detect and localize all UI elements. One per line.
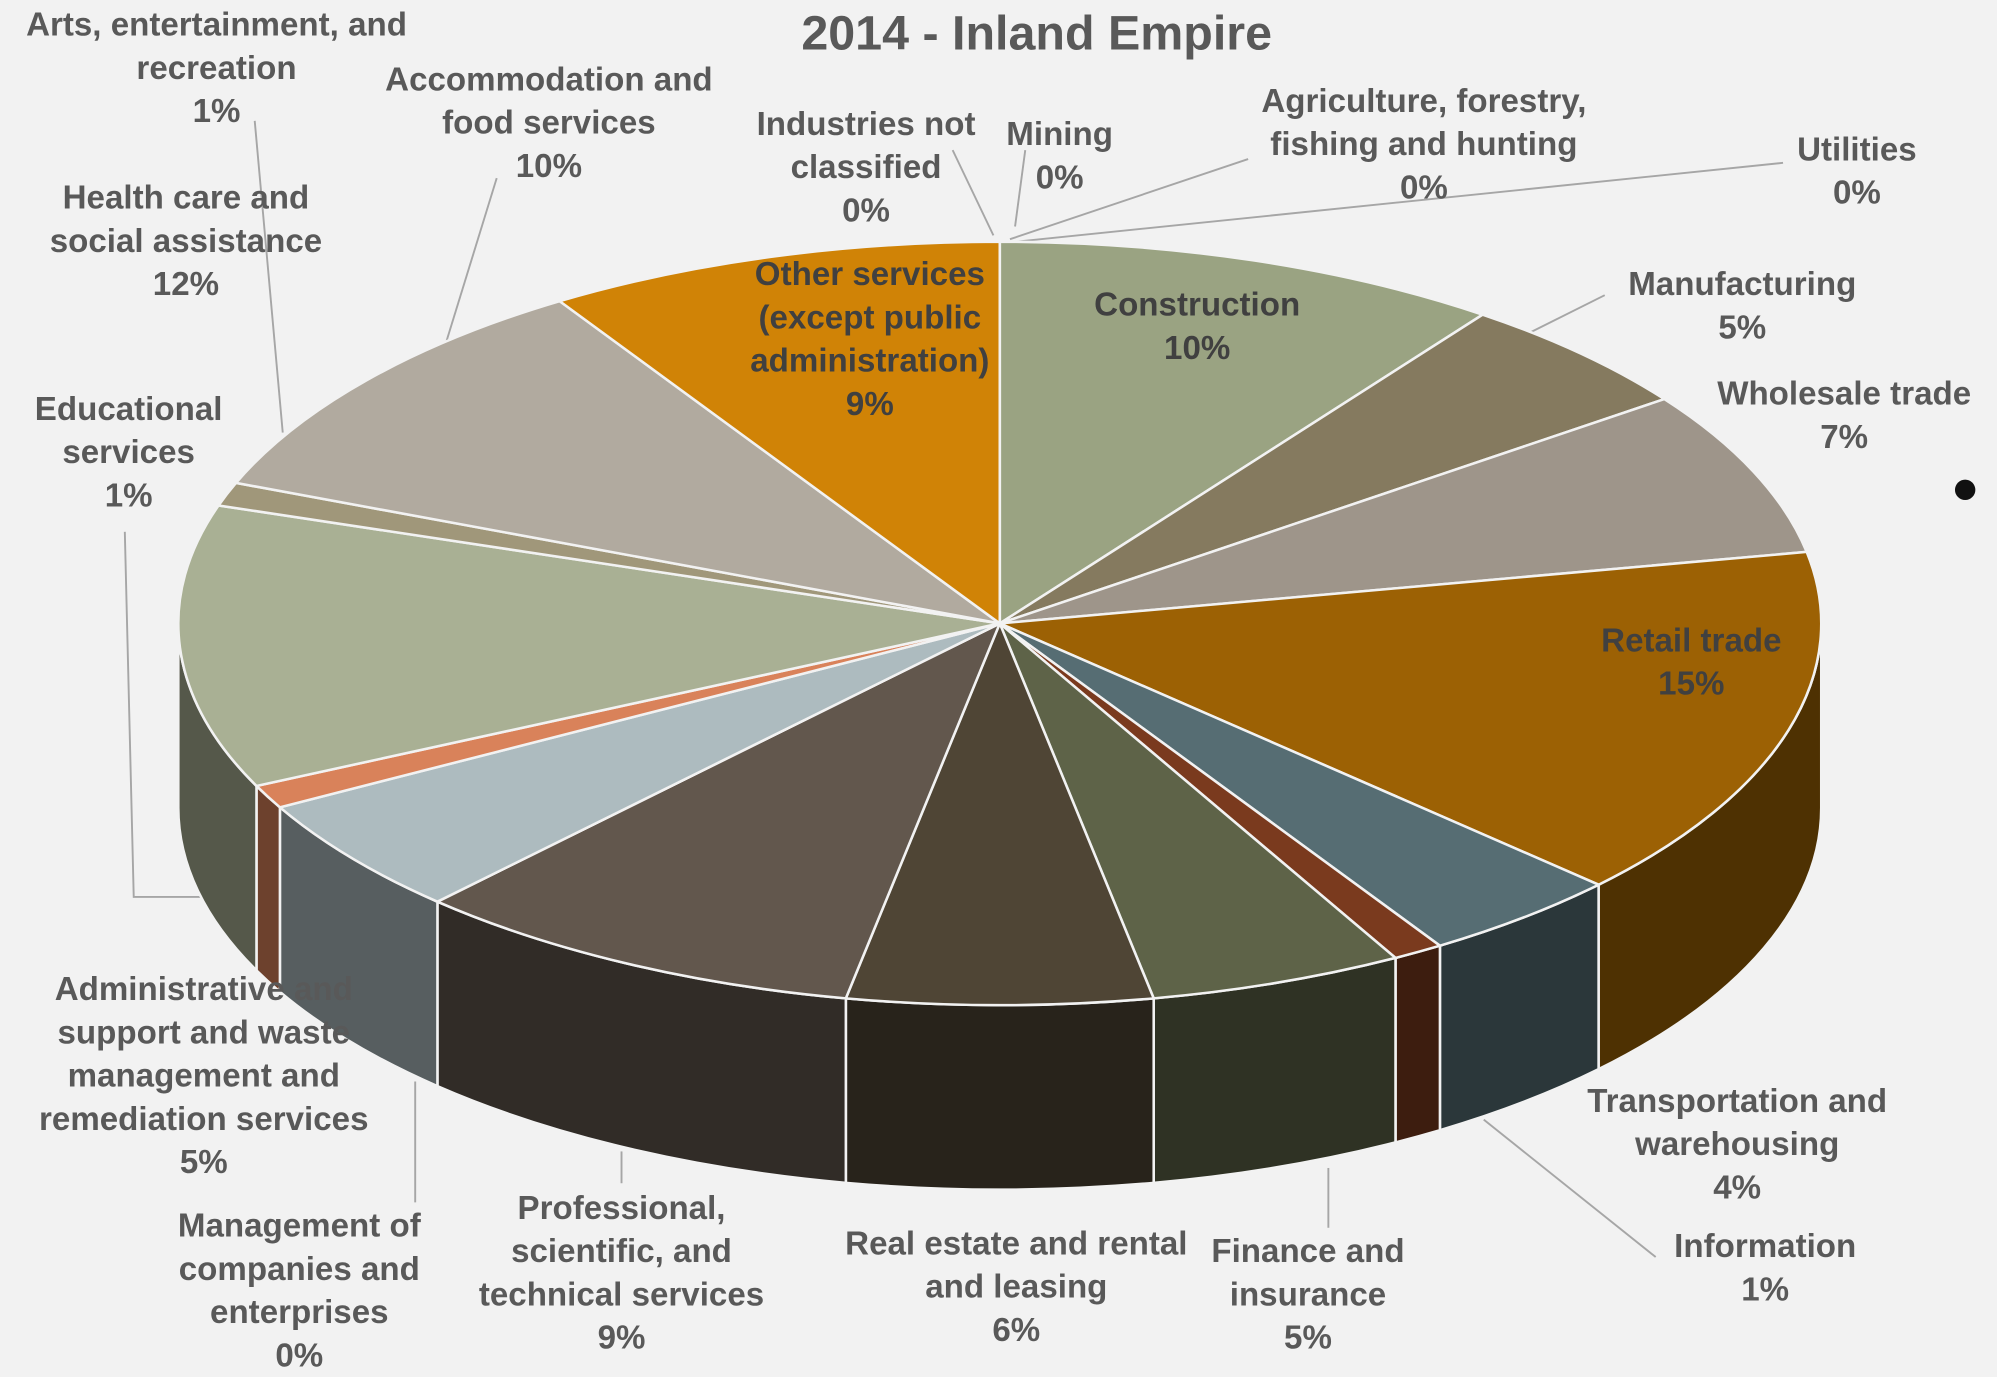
data-label: Utilities 0% bbox=[1768, 127, 1946, 214]
category-name: Management of companies and enterprises bbox=[177, 1206, 421, 1331]
value-label: 5% bbox=[179, 1142, 228, 1181]
category-name: Arts, entertainment, and recreation bbox=[26, 5, 407, 87]
value-label: 0% bbox=[1399, 167, 1448, 207]
value-label: 5% bbox=[1718, 307, 1767, 347]
category-name: Agriculture, forestry, fishing and hunti… bbox=[1261, 81, 1587, 163]
data-label: Management of companies and enterprises 0… bbox=[146, 1204, 452, 1377]
data-label: Finance and insurance 5% bbox=[1181, 1229, 1436, 1359]
category-name: Retail trade bbox=[1601, 620, 1782, 660]
slice bbox=[998, 240, 1486, 626]
leader-line bbox=[1009, 158, 1249, 241]
value-label: 1% bbox=[192, 91, 241, 130]
value-label: 12% bbox=[152, 264, 220, 303]
slice bbox=[556, 240, 1002, 626]
slice bbox=[233, 299, 1001, 625]
slice bbox=[177, 504, 1001, 788]
slice-side bbox=[844, 996, 1155, 1191]
data-label: Administrative and support and waste man… bbox=[6, 967, 401, 1183]
category-name: Health care and social assistance bbox=[49, 178, 323, 260]
slice bbox=[434, 620, 1003, 1000]
value-label: 10% bbox=[1164, 328, 1231, 367]
leader-line bbox=[1483, 1118, 1657, 1258]
slice bbox=[998, 622, 1399, 1000]
data-label: Transportation and warehousing 4% bbox=[1572, 1079, 1903, 1209]
category-name: Manufacturing bbox=[1628, 264, 1857, 303]
value-label: 5% bbox=[1284, 1318, 1332, 1357]
category-name: Information bbox=[1674, 1226, 1857, 1265]
chart-title: 2014 - Inland Empire bbox=[801, 7, 1273, 62]
data-label: Mining 0% bbox=[983, 112, 1136, 199]
category-name: Finance and insurance bbox=[1211, 1231, 1405, 1314]
slice-side bbox=[1394, 943, 1442, 1145]
value-label: 0% bbox=[842, 190, 890, 230]
value-label: 4% bbox=[1713, 1167, 1762, 1207]
data-label: Health care and social assistance 12% bbox=[33, 176, 339, 306]
category-name: Mining bbox=[1006, 114, 1113, 153]
value-label: 0% bbox=[1832, 173, 1881, 212]
leader-line bbox=[253, 120, 284, 433]
data-label: Other services (except public administra… bbox=[730, 252, 1010, 425]
data-label: Retail trade 15% bbox=[1551, 618, 1831, 705]
data-label: Educational services 1% bbox=[1, 387, 256, 517]
leader-line bbox=[1014, 150, 1027, 227]
value-label: 9% bbox=[597, 1318, 646, 1357]
data-label: Arts, entertainment, and recreation 1% bbox=[25, 3, 407, 133]
data-label: Professional, scientific, and technical … bbox=[456, 1186, 787, 1359]
leader-line bbox=[951, 149, 995, 236]
data-label: Accommodation and food services 10% bbox=[352, 57, 747, 187]
value-label: 1% bbox=[1741, 1269, 1790, 1308]
category-name: Construction bbox=[1094, 284, 1301, 324]
value-label: 0% bbox=[1035, 157, 1084, 196]
slice bbox=[999, 550, 1823, 887]
category-name: Real estate and rental and leasing bbox=[845, 1223, 1188, 1306]
value-label: 1% bbox=[104, 475, 153, 515]
data-label: Information 1% bbox=[1638, 1224, 1893, 1311]
category-name: Administrative and support and waste man… bbox=[39, 969, 369, 1138]
slice bbox=[999, 313, 1668, 625]
data-label: Real estate and rental and leasing 6% bbox=[844, 1221, 1188, 1351]
category-name: Wholesale trade bbox=[1717, 374, 1972, 413]
slice bbox=[999, 622, 1602, 948]
leader-line bbox=[1016, 161, 1784, 243]
category-name: Industries not classified bbox=[756, 104, 976, 186]
data-label: Manufacturing 5% bbox=[1589, 262, 1895, 349]
data-label: Agriculture, forestry, fishing and hunti… bbox=[1220, 79, 1628, 209]
value-label: 7% bbox=[1820, 417, 1869, 456]
category-name: Accommodation and food services bbox=[385, 59, 713, 142]
slice bbox=[277, 622, 1001, 904]
leader-line bbox=[444, 177, 498, 344]
value-label: 6% bbox=[992, 1310, 1041, 1349]
slice bbox=[844, 620, 1156, 1007]
leader-line bbox=[123, 531, 220, 898]
data-label: Construction 10% bbox=[1057, 282, 1337, 369]
value-label: 10% bbox=[515, 146, 583, 185]
dot bbox=[1954, 479, 1976, 501]
category-name: Other services (except public administra… bbox=[750, 254, 990, 380]
category-name: Utilities bbox=[1797, 129, 1917, 168]
value-label: 15% bbox=[1658, 664, 1725, 703]
slice bbox=[999, 397, 1809, 625]
value-label: 9% bbox=[845, 384, 894, 423]
data-label: Wholesale trade 7% bbox=[1679, 372, 1997, 459]
category-name: Professional, scientific, and technical … bbox=[478, 1188, 765, 1314]
data-label: Industries not classified 0% bbox=[739, 102, 994, 232]
leader-line bbox=[1527, 294, 1606, 335]
value-label: 0% bbox=[275, 1335, 324, 1375]
slice-side bbox=[255, 782, 282, 995]
category-name: Transportation and warehousing bbox=[1587, 1081, 1888, 1163]
category-name: Educational services bbox=[34, 389, 223, 471]
